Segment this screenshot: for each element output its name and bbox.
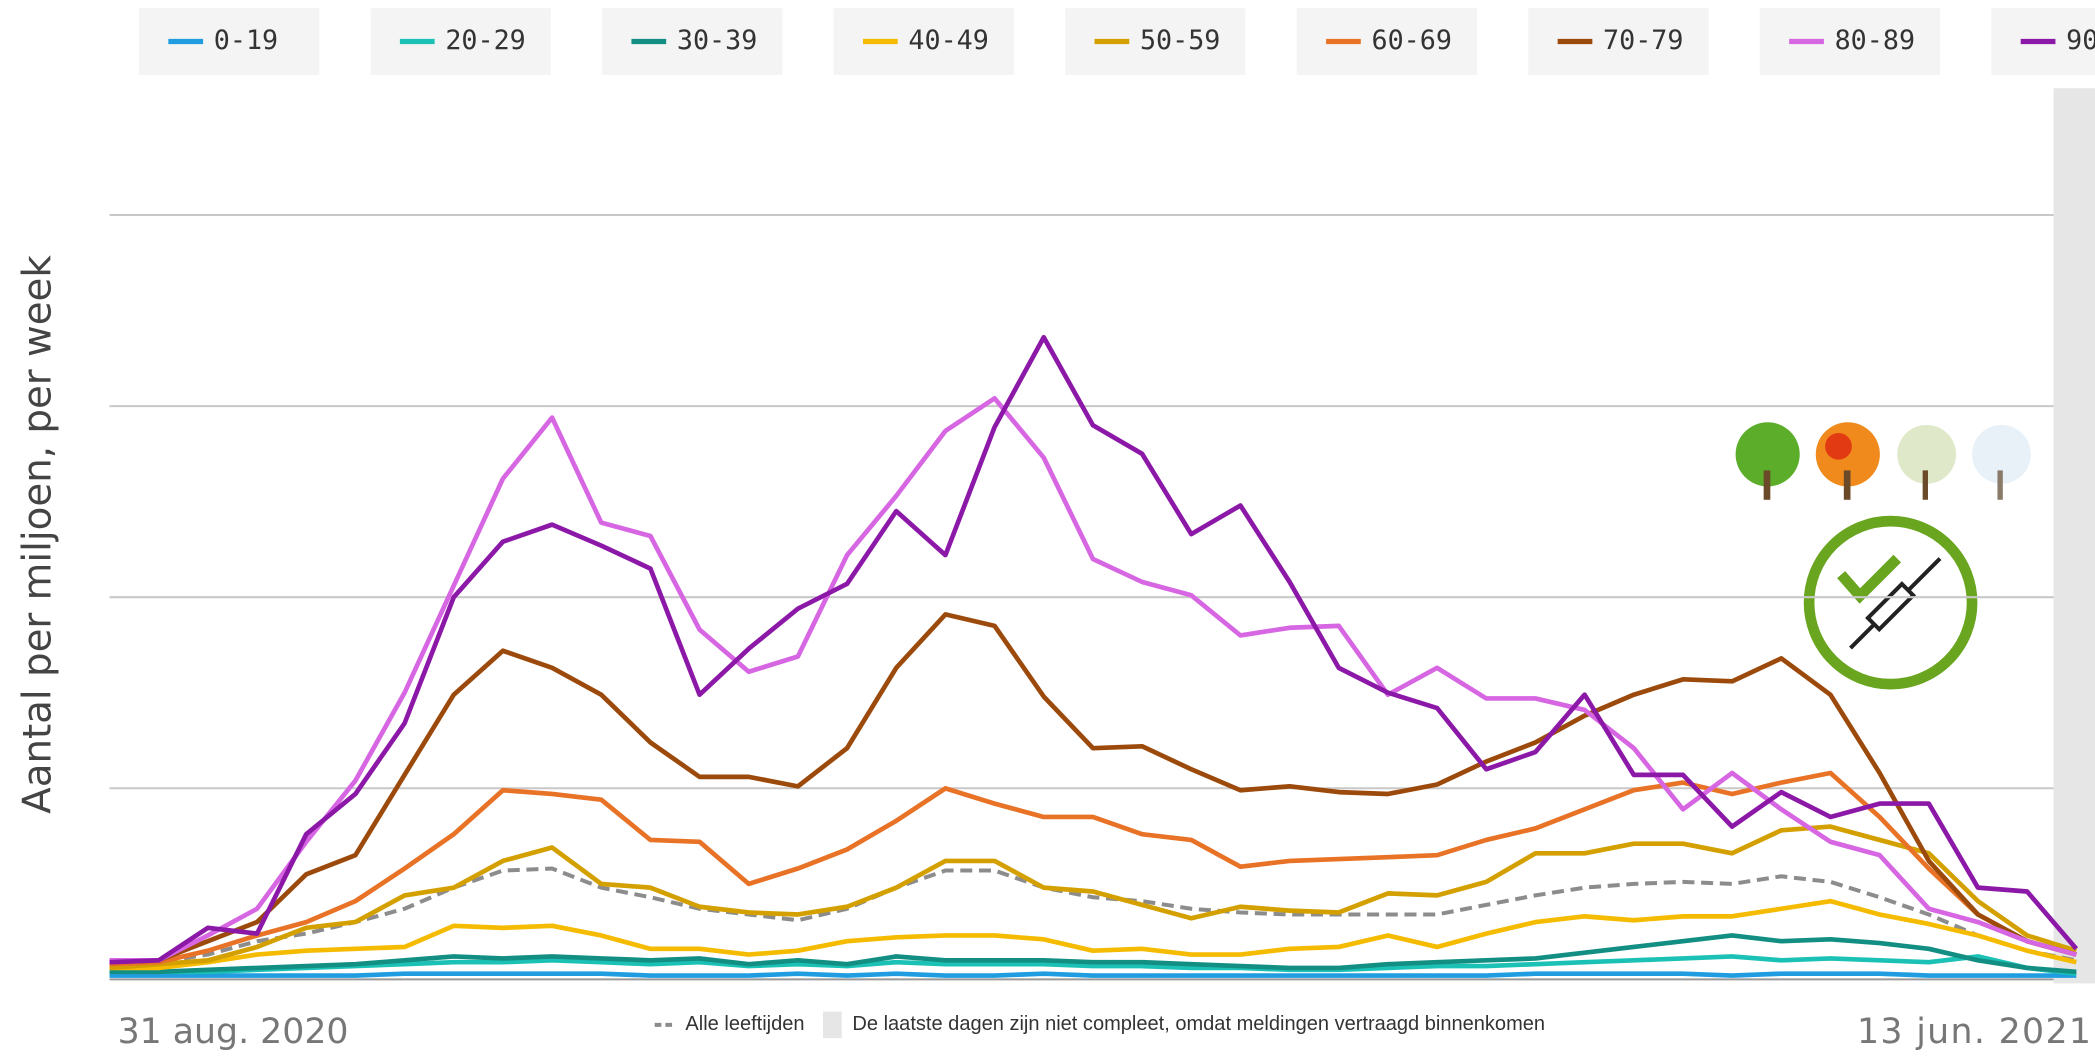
- legend-item[interactable]: 80-89: [1760, 8, 1940, 75]
- legend-item[interactable]: 50-59: [1065, 8, 1245, 75]
- legend-label: Alle leeftijden: [685, 1013, 804, 1035]
- incomplete-shade: [2054, 88, 2095, 983]
- series-line: [110, 974, 2077, 976]
- legend-label: 20-29: [445, 25, 525, 56]
- legend-label: 50-59: [1140, 25, 1220, 56]
- legend-label: 70-79: [1603, 25, 1683, 56]
- legend-label: 60-69: [1372, 25, 1452, 56]
- series-line: [110, 901, 2077, 968]
- tree-icons: [1736, 422, 2031, 499]
- legend-label: 80-89: [1835, 25, 1915, 56]
- page: Aantal per miljoen, per week De laatste …: [0, 0, 2095, 1061]
- legend-item[interactable]: 70-79: [1528, 8, 1708, 75]
- legend-item[interactable]: 0-19: [139, 8, 319, 75]
- chart: Aantal per miljoen, per week De laatste …: [0, 0, 2095, 1061]
- legend-item[interactable]: 60-69: [1297, 8, 1477, 75]
- legend-item[interactable]: 30-39: [602, 8, 782, 75]
- vaccine-icon: [1809, 521, 1972, 684]
- legend-label: 30-39: [677, 25, 757, 56]
- legend-item[interactable]: 90+: [1991, 8, 2095, 75]
- legend-item[interactable]: 40-49: [834, 8, 1014, 75]
- incomplete-note: De laatste dagen zijn niet compleet, omd…: [852, 1013, 1545, 1035]
- y-axis-label: Aantal per miljoen, per week: [16, 255, 61, 814]
- legend-item[interactable]: 20-29: [370, 8, 550, 75]
- x-tick-label: 31 aug. 2020: [118, 1012, 349, 1052]
- series-line: [110, 773, 2077, 964]
- legend-label: 0-19: [214, 25, 278, 56]
- legend-label: 40-49: [908, 25, 988, 56]
- x-tick-label: 13 jun. 2021: [1857, 1012, 2092, 1052]
- legend-label: 90+: [2066, 25, 2095, 56]
